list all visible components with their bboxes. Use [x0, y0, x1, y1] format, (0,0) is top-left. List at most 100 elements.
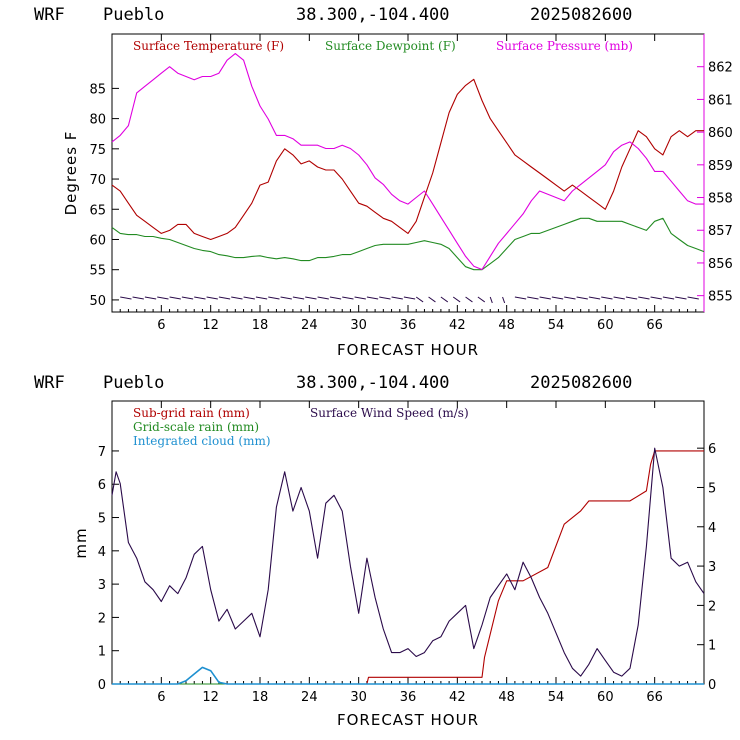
panel2-site: Pueblo: [103, 373, 164, 393]
panel1-x-axis: 6 12 18 24 30 36 42 48 54 60 66: [119, 34, 697, 333]
wind-barb: [662, 296, 675, 300]
panel1-run: 2025082600: [530, 5, 632, 25]
x-tick-label: 66: [646, 318, 663, 333]
wind-barb: [625, 296, 638, 300]
y-tick-label: 50: [89, 294, 106, 309]
y-tick-label: 4: [98, 545, 106, 560]
x-tick-label: 66: [646, 690, 663, 705]
wind-barb: [415, 296, 424, 303]
x-tick-label: 60: [597, 690, 614, 705]
y2-tick-label: 858: [708, 192, 733, 207]
wind-barb: [576, 296, 588, 300]
wind-barb: [144, 296, 157, 300]
y-tick-label: 70: [89, 173, 106, 188]
x-tick-label: 30: [350, 690, 367, 705]
panel1-right-axis: 855 856 857 858 859 860 861 862: [697, 61, 733, 305]
wind-barb: [687, 296, 699, 300]
wind-barb: [194, 296, 206, 300]
y-tick-label: 85: [89, 82, 106, 97]
wind-barb: [169, 296, 181, 300]
wind-barb: [218, 296, 231, 300]
x-tick-label: 36: [400, 318, 417, 333]
wind-barb: [539, 296, 551, 300]
y-tick-label: 80: [89, 113, 106, 128]
legend-subgrid-rain: Sub-grid rain (mm): [133, 406, 250, 420]
wind-barb: [477, 296, 486, 303]
x-tick-label: 60: [597, 318, 614, 333]
wind-barb: [403, 296, 416, 300]
wind-barb: [292, 296, 305, 300]
x-tick-label: 24: [301, 690, 318, 705]
y-tick-label: 0: [98, 678, 106, 693]
wind-barb: [638, 296, 650, 300]
x-tick-label: 42: [449, 318, 466, 333]
wind-barb: [489, 296, 493, 304]
wind-barb: [588, 296, 601, 300]
wind-barb: [132, 296, 144, 300]
wind-barb: [465, 296, 473, 303]
panel1-xlabel: FORECAST HOUR: [337, 341, 479, 359]
series-line-subgrid_rain: [112, 450, 704, 685]
y2-tick-label: 5: [708, 481, 716, 496]
y-tick-label: 60: [89, 233, 106, 248]
wind-barb: [391, 296, 403, 300]
wind-barb: [613, 296, 625, 300]
wind-barb: [452, 296, 461, 303]
panel2-ylabel: mm: [72, 527, 90, 558]
wind-barb: [354, 296, 366, 300]
x-tick-label: 18: [252, 690, 269, 705]
panel2-left-axis: 0 1 2 3 4 5 6 7: [98, 445, 119, 693]
x-tick-label: 6: [157, 318, 165, 333]
panel2-run: 2025082600: [530, 373, 632, 393]
panel1-series: [111, 53, 705, 271]
wind-barb: [305, 296, 317, 300]
y2-tick-label: 856: [708, 257, 733, 272]
wind-barb: [206, 296, 218, 300]
panel1-ylabel: Degrees F: [62, 131, 80, 216]
legend-wind-speed: Surface Wind Speed (m/s): [310, 406, 469, 420]
wind-barb: [366, 296, 379, 300]
y-tick-label: 75: [89, 143, 106, 158]
y2-tick-label: 855: [708, 290, 733, 305]
wind-barb: [527, 296, 539, 300]
wind-barb: [317, 296, 329, 300]
wind-barb: [329, 296, 342, 300]
panel2-x-axis: 6 12 18 24 30 36 42 48 54 60 66: [119, 401, 697, 705]
wind-barb: [157, 296, 169, 300]
y2-tick-label: 859: [708, 159, 733, 174]
y-tick-label: 55: [89, 264, 106, 279]
panel2-legend: Sub-grid rain (mm) Grid-scale rain (mm) …: [133, 406, 469, 448]
panel1-left-axis: 50 55 60 65 70 75 80 85: [89, 82, 119, 309]
y-tick-label: 7: [98, 445, 106, 460]
series-line-temperature: [111, 78, 704, 241]
x-tick-label: 12: [202, 690, 219, 705]
wind-barb: [502, 296, 506, 304]
panel1-location: 38.300,-104.400: [296, 5, 450, 25]
y-tick-label: 2: [98, 611, 106, 626]
x-tick-label: 54: [548, 318, 565, 333]
wind-barb: [440, 296, 449, 303]
x-tick-label: 48: [498, 318, 515, 333]
series-line-dewpoint: [111, 217, 705, 271]
wind-barb: [428, 296, 436, 303]
y2-tick-label: 862: [708, 61, 733, 76]
x-tick-label: 18: [252, 318, 269, 333]
wind-barb: [675, 296, 687, 300]
panel1-model: WRF: [34, 5, 65, 25]
y2-tick-label: 1: [708, 639, 716, 654]
wind-barb: [120, 296, 132, 300]
wind-barb: [601, 296, 613, 300]
y2-tick-label: 861: [708, 93, 733, 108]
panel2-model: WRF: [34, 373, 65, 393]
x-tick-label: 6: [157, 690, 165, 705]
wind-barb: [280, 296, 292, 300]
wind-barb: [650, 296, 662, 300]
wind-barb: [514, 296, 527, 300]
panel1-plot-area: [111, 33, 705, 313]
y2-tick-label: 0: [708, 678, 716, 693]
y2-tick-label: 857: [708, 224, 733, 239]
panel2-series: [111, 447, 705, 685]
series-line-cloud: [112, 666, 704, 685]
y2-tick-label: 860: [708, 126, 733, 141]
